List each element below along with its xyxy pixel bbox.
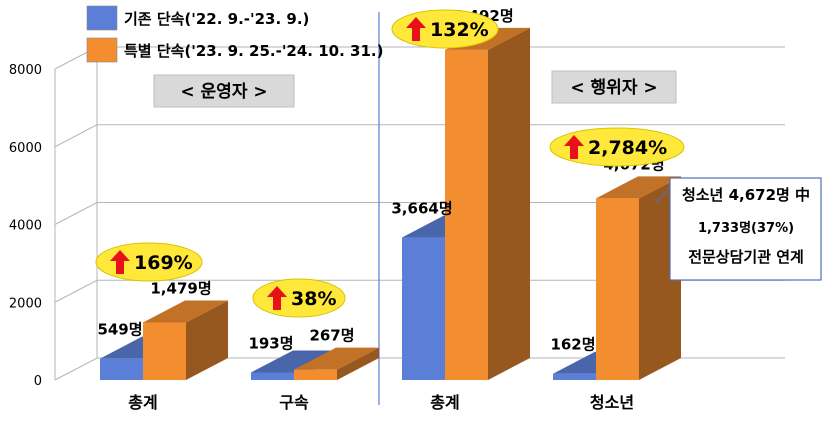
badge-bg bbox=[549, 127, 685, 167]
group-title: < 행위자 > bbox=[551, 70, 677, 104]
category-label: 청소년 bbox=[590, 393, 634, 412]
bar-special-top bbox=[143, 300, 228, 323]
legend-swatch bbox=[86, 5, 118, 31]
increase-badge: 169% bbox=[95, 242, 203, 282]
annotation: 청소년 4,672명 中 1,733명(37%) 전문상담기관 연계 bbox=[655, 177, 822, 281]
up-arrow-icon bbox=[564, 135, 584, 159]
bars bbox=[100, 27, 681, 380]
legend-item: 기존 단속('22. 9.-'23. 9.) bbox=[86, 5, 309, 31]
bar-existing-front bbox=[402, 237, 445, 380]
data-label: 1,479명 bbox=[150, 280, 211, 298]
data-label: 549명 bbox=[97, 321, 142, 339]
increase-text: 38% bbox=[291, 288, 336, 310]
data-label: 193명 bbox=[248, 334, 293, 352]
increase-badge: 2,784% bbox=[549, 127, 685, 167]
bar-special-side bbox=[488, 27, 530, 380]
up-arrow-icon bbox=[406, 17, 426, 41]
legend-item: 특별 단속('23. 9. 25.-'24. 10. 31.) bbox=[86, 37, 383, 63]
bar-special-top bbox=[596, 176, 681, 199]
bar-special-side bbox=[337, 347, 379, 380]
bar-special-top bbox=[294, 347, 379, 370]
legend-label: 특별 단속('23. 9. 25.-'24. 10. 31.) bbox=[124, 42, 383, 60]
up-arrow-icon bbox=[110, 250, 130, 274]
data-label: 267명 bbox=[309, 327, 354, 345]
bar-special-front bbox=[294, 369, 337, 380]
annotation-line: 1,733명(37%) bbox=[698, 220, 794, 236]
category-label: 총계 bbox=[128, 393, 157, 412]
y-tick-label: 0 bbox=[34, 374, 42, 389]
bar-special-front bbox=[596, 198, 639, 380]
bar-special-side bbox=[186, 300, 228, 380]
bar-existing-front bbox=[100, 358, 143, 380]
legend: 기존 단속('22. 9.-'23. 9.) 특별 단속('23. 9. 25.-… bbox=[86, 5, 383, 63]
data-label: 3,664명 bbox=[391, 200, 452, 218]
increase-text: 2,784% bbox=[588, 137, 667, 159]
bar-existing-front bbox=[251, 372, 294, 380]
increase-text: 169% bbox=[134, 252, 193, 274]
bar-special bbox=[445, 27, 530, 380]
y-axis: 8000 6000 4000 2000 0 bbox=[9, 63, 42, 389]
annotation-line: 청소년 4,672명 中 bbox=[682, 186, 810, 204]
group-title-box bbox=[551, 70, 677, 104]
category-label: 구속 bbox=[279, 393, 309, 412]
category-label: 총계 bbox=[430, 393, 459, 412]
y-tick-label: 8000 bbox=[9, 63, 42, 78]
group-title-box bbox=[153, 74, 295, 108]
bar-special bbox=[294, 347, 379, 380]
y-tick-label: 2000 bbox=[9, 296, 42, 311]
y-tick-label: 6000 bbox=[9, 141, 42, 156]
increase-badge: 38% bbox=[252, 278, 346, 318]
increase-text: 132% bbox=[430, 19, 489, 41]
legend-swatch bbox=[86, 37, 118, 63]
bar-special bbox=[143, 300, 228, 380]
grid bbox=[54, 12, 785, 405]
annotation-box bbox=[669, 177, 822, 281]
bar-special-front bbox=[143, 322, 186, 380]
bar-existing-top bbox=[251, 350, 336, 373]
legend-label: 기존 단속('22. 9.-'23. 9.) bbox=[124, 10, 309, 28]
up-arrow-icon bbox=[267, 286, 287, 310]
increase-badge: 132% bbox=[391, 9, 499, 49]
group-title: < 운영자 > bbox=[153, 74, 295, 108]
bar-special bbox=[596, 176, 681, 380]
group-title-text: < 행위자 > bbox=[570, 78, 657, 98]
annotation-line: 전문상담기관 연계 bbox=[688, 248, 804, 266]
data-label: 162명 bbox=[550, 336, 595, 354]
labels: 549명1,479명총계193명267명구속3,664명8,492명총계162명… bbox=[95, 7, 822, 412]
bar-special-front bbox=[445, 49, 488, 380]
group-title-text: < 운영자 > bbox=[180, 82, 267, 102]
bar-existing-front bbox=[553, 373, 596, 380]
annotation-pointer bbox=[655, 189, 669, 203]
y-tick-label: 4000 bbox=[9, 219, 42, 234]
